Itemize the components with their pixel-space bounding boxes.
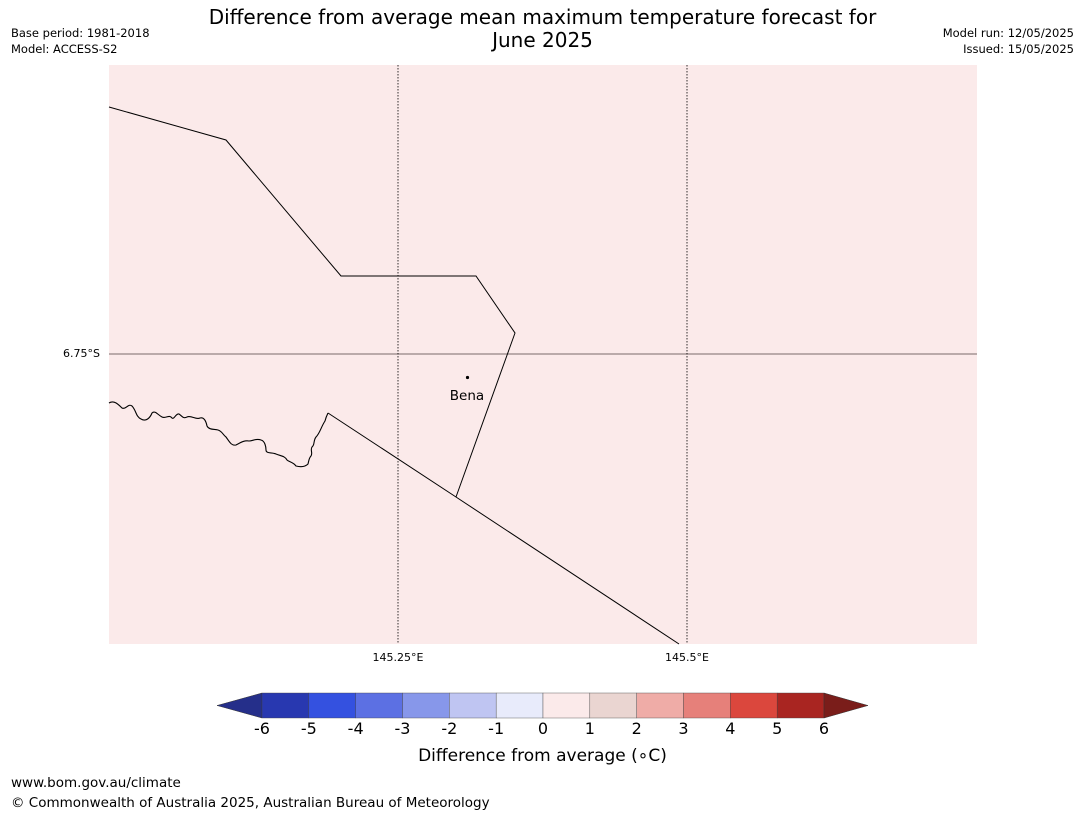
colorbar xyxy=(216,692,869,719)
colorbar-tick-label: 2 xyxy=(631,719,642,738)
latitude-label: 6.75°S xyxy=(63,347,100,360)
map-title: Difference from average mean maximum tem… xyxy=(0,6,1085,52)
metadata-right: Model run: 12/05/2025 Issued: 15/05/2025 xyxy=(943,25,1074,57)
colorbar-segment xyxy=(683,692,731,719)
region-boundary xyxy=(108,106,516,498)
coastline-boundary xyxy=(108,401,329,468)
colorbar-tick-label: 0 xyxy=(537,719,549,738)
model-run-text: Model run: 12/05/2025 xyxy=(942,26,1074,40)
colorbar-tick-label: 3 xyxy=(678,719,689,738)
colorbar-tick-label: -1 xyxy=(488,719,505,738)
colorbar-segment xyxy=(730,692,778,719)
colorbar-tick-label: -3 xyxy=(394,719,411,738)
colorbar-segment xyxy=(542,692,591,719)
model-text: Model: ACCESS-S2 xyxy=(11,42,118,56)
base-period-text: Base period: 1981-2018 xyxy=(11,26,150,40)
colorbar-tick-label: -6 xyxy=(254,719,270,738)
colorbar-segment xyxy=(261,692,310,719)
map-title-line1: Difference from average mean maximum tem… xyxy=(208,5,877,29)
colorbar-segment xyxy=(495,692,544,719)
colorbar-tick-label: -2 xyxy=(441,719,458,738)
colorbar-extend-high xyxy=(823,692,869,719)
place-marker xyxy=(465,375,470,380)
longitude-label: 145.25°E xyxy=(372,651,424,664)
colorbar-tick-label: -5 xyxy=(300,719,317,738)
footer-url: www.bom.gov.au/climate xyxy=(11,775,181,791)
colorbar-segment xyxy=(636,692,684,719)
metadata-left: Base period: 1981-2018 Model: ACCESS-S2 xyxy=(11,25,150,57)
longitude-label: 145.5°E xyxy=(665,651,709,664)
colorbar-tick-label: -4 xyxy=(347,719,364,738)
region-boundary xyxy=(327,412,680,645)
colorbar-tick-label: 1 xyxy=(584,719,595,738)
colorbar-segment xyxy=(402,692,450,719)
colorbar-tick-label: 4 xyxy=(725,719,736,738)
footer-copyright: © Commonwealth of Australia 2025, Austra… xyxy=(11,795,490,811)
colorbar-extend-low xyxy=(216,692,263,719)
colorbar-tick-label: 6 xyxy=(818,719,830,738)
colorbar-segment xyxy=(589,692,637,719)
colorbar-segment xyxy=(776,692,825,719)
colorbar-tick-label: 5 xyxy=(772,719,783,738)
colorbar-segment xyxy=(308,692,356,719)
colorbar-segment xyxy=(449,692,497,719)
issued-text: Issued: 15/05/2025 xyxy=(963,42,1074,56)
colorbar-segment xyxy=(355,692,403,719)
place-label-bena: Bena xyxy=(449,388,485,404)
colorbar-title: Difference from average (∘C) xyxy=(418,746,667,766)
map-title-line2: June 2025 xyxy=(492,28,593,52)
